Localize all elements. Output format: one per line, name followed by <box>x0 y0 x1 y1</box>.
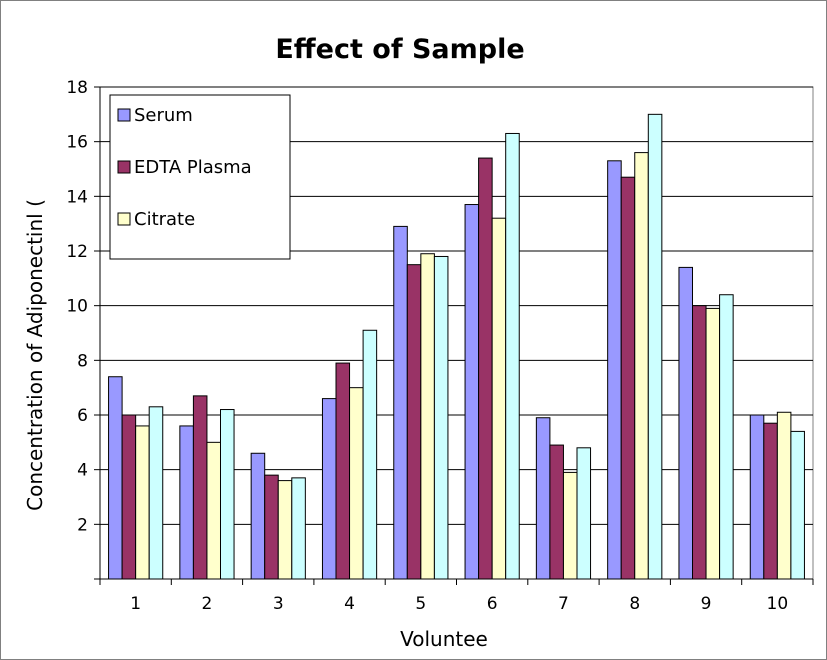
bar-series-4-category-10 <box>790 430 805 580</box>
bar-series-4-category-1 <box>148 406 164 580</box>
bar-series-3-category-10 <box>776 411 792 580</box>
bar-series-1-category-3 <box>250 452 266 580</box>
bar-series-4-category-4 <box>362 329 378 580</box>
bar-series-2-category-1 <box>121 414 137 580</box>
x-tick-label: 5 <box>415 594 426 614</box>
bar-series-2-category-8 <box>620 176 636 580</box>
legend-label: Serum <box>134 105 193 126</box>
x-tick-label: 2 <box>202 594 213 614</box>
legend-swatch <box>117 160 131 174</box>
y-tick-label: 16 <box>66 133 88 153</box>
x-tick-label: 7 <box>558 594 569 614</box>
bar-series-2-category-7 <box>549 444 564 580</box>
x-axis-label: Voluntee <box>400 627 488 651</box>
x-tick-label: 3 <box>273 594 284 614</box>
bar-series-4-category-8 <box>647 113 663 580</box>
bars <box>108 113 805 580</box>
bar-series-2-category-5 <box>406 264 422 580</box>
bar-series-2-category-6 <box>478 157 493 580</box>
legend-label: EDTA Plasma <box>134 157 252 178</box>
bar-series-4-category-7 <box>576 447 592 580</box>
legend-box <box>109 94 291 260</box>
bar-series-1-category-7 <box>535 417 551 580</box>
legend: Serum EDTA Plasma Citrate <box>109 94 291 260</box>
y-tick-label: 14 <box>66 187 88 207</box>
x-tick-label: 4 <box>344 594 355 614</box>
bar-series-3-category-4 <box>349 387 364 580</box>
y-axis-label: Concentration of Adiponectinl ( <box>23 199 47 511</box>
bar-series-3-category-2 <box>206 441 221 580</box>
bar-series-3-category-7 <box>562 471 578 580</box>
y-tick-label: 8 <box>77 351 88 371</box>
bar-series-4-category-3 <box>291 477 306 580</box>
bar-series-1-category-6 <box>464 204 480 580</box>
y-tick-labels: 2 4 6 8 10 12 14 16 18 <box>66 78 88 535</box>
bar-series-1-category-1 <box>108 376 123 580</box>
legend-swatch <box>117 212 131 226</box>
bar-series-2-category-2 <box>192 395 208 580</box>
bar-series-1-category-4 <box>321 398 337 580</box>
x-tick-label: 9 <box>701 594 712 614</box>
y-tick-label: 4 <box>77 461 88 481</box>
x-tick-label: 8 <box>629 594 640 614</box>
bar-series-1-category-8 <box>607 160 622 580</box>
bar-series-3-category-8 <box>634 152 649 580</box>
bar-series-3-category-3 <box>277 480 293 580</box>
legend-label: Citrate <box>134 209 195 230</box>
x-tick-label: 1 <box>130 594 141 614</box>
bar-series-1-category-2 <box>179 425 194 580</box>
bar-series-3-category-5 <box>420 253 435 580</box>
bar-series-1-category-9 <box>678 266 694 580</box>
axes <box>94 86 814 585</box>
y-tick-label: 10 <box>66 297 88 317</box>
x-tick-label: 6 <box>487 594 498 614</box>
y-tick-label: 2 <box>77 515 88 535</box>
bar-series-4-category-9 <box>719 294 734 580</box>
bar-series-3-category-6 <box>491 217 507 580</box>
bar-series-4-category-6 <box>505 132 520 580</box>
y-tick-label: 6 <box>77 406 88 426</box>
bar-series-4-category-5 <box>433 255 449 580</box>
bar-series-2-category-9 <box>692 305 707 580</box>
bar-series-1-category-5 <box>393 225 408 580</box>
y-tick-label: 12 <box>66 242 88 262</box>
bar-series-1-category-10 <box>749 414 765 580</box>
chart-title: Effect of Sample <box>275 34 524 65</box>
bar-series-3-category-1 <box>135 425 150 580</box>
legend-swatch <box>117 108 131 122</box>
bar-series-2-category-3 <box>264 474 279 580</box>
x-tick-label: 10 <box>767 594 789 614</box>
bar-series-2-category-4 <box>335 362 351 580</box>
y-tick-label: 18 <box>66 78 88 98</box>
bar-series-2-category-10 <box>763 422 778 580</box>
x-tick-labels: 1 2 3 4 5 6 7 8 9 10 <box>130 594 788 614</box>
bar-series-3-category-9 <box>705 307 721 580</box>
bar-series-4-category-2 <box>219 409 235 580</box>
